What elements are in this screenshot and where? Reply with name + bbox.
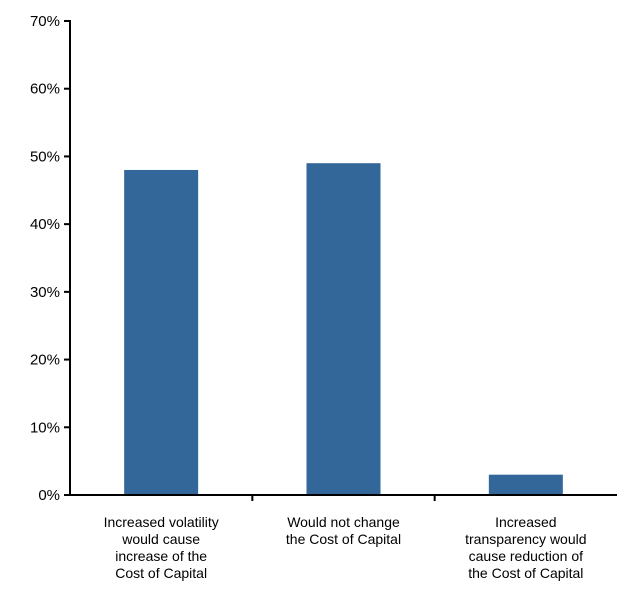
x-axis-labels: Increased volatility would cause increase … xyxy=(104,514,587,581)
bars xyxy=(124,163,563,495)
bar xyxy=(306,163,381,495)
x-tick-label: Increased volatility would cause increase … xyxy=(104,514,219,581)
y-tick-label: 60% xyxy=(30,81,60,98)
x-tick-label: Increased transparency would cause reducti… xyxy=(465,514,586,581)
y-tick-label: 70% xyxy=(30,13,60,30)
bar xyxy=(124,169,199,495)
y-tick-label: 10% xyxy=(30,419,60,436)
y-tick-label: 0% xyxy=(38,487,60,504)
y-tick-label: 40% xyxy=(30,216,60,233)
y-tick-label: 50% xyxy=(30,148,60,165)
y-tick-label: 20% xyxy=(30,352,60,369)
y-axis-ticks: 0% 10% 20% 30% 40% 50% 60% 70% xyxy=(30,13,70,504)
x-tick-label: Would not change the Cost of Capital xyxy=(286,514,401,547)
y-tick-label: 30% xyxy=(30,284,60,301)
bar xyxy=(488,474,563,495)
